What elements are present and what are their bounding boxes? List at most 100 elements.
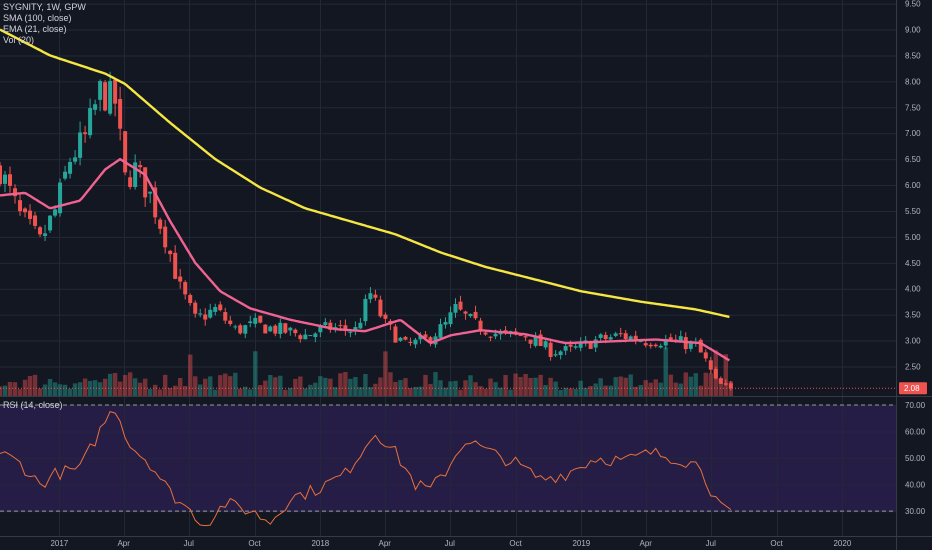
volume-bar: [683, 372, 688, 396]
volume-bar: [2, 385, 8, 396]
price-tick-label: 9.00: [905, 26, 921, 35]
volume-bar: [653, 379, 658, 396]
candle-body: [623, 333, 628, 340]
volume-bar: [408, 388, 413, 396]
candle-body: [573, 346, 578, 348]
candle-body: [278, 322, 283, 334]
candle-body: [678, 336, 683, 341]
volume-bar: [483, 388, 488, 396]
candle-body: [248, 321, 253, 324]
rsi-tick-label: 50.00: [905, 454, 926, 463]
volume-bar: [308, 384, 313, 396]
volume-bar: [318, 376, 323, 396]
candle-body: [553, 354, 558, 356]
candle-body: [8, 174, 13, 186]
candle-body: [468, 313, 473, 317]
candle-body: [108, 80, 113, 114]
volume-bar: [283, 389, 288, 396]
candle-body: [223, 312, 228, 321]
candle-body: [408, 341, 413, 343]
candle-body: [98, 81, 103, 100]
volume-bar: [17, 389, 23, 396]
candle-body: [423, 334, 428, 338]
time-tick-label: Oct: [248, 539, 261, 548]
candle-body: [533, 336, 538, 346]
volume-bar: [52, 382, 58, 396]
legend-vol[interactable]: Vol (20): [3, 35, 35, 45]
volume-bar: [693, 373, 698, 396]
sma-100-line: [0, 28, 730, 319]
legend-sma[interactable]: SMA (100, close): [3, 13, 72, 23]
candle-body: [338, 325, 343, 327]
candle-body: [263, 324, 268, 334]
candle-body: [488, 336, 493, 338]
price-tick-label: 2.50: [905, 362, 921, 371]
candle-body: [268, 326, 273, 332]
volume-bar: [468, 375, 473, 396]
candle-body: [523, 336, 528, 338]
volume-bar: [258, 385, 263, 396]
volume-bar: [473, 382, 478, 396]
candle-body: [53, 209, 58, 216]
candle-body: [463, 311, 468, 314]
volume-bar: [593, 383, 598, 396]
candle-body: [118, 99, 123, 129]
candle-body: [368, 293, 373, 300]
volume-bar: [668, 374, 673, 396]
volume-bar: [663, 347, 668, 396]
candle-body: [313, 333, 318, 338]
volume-bar: [523, 373, 528, 396]
candle-body: [0, 165, 2, 185]
volume-bar: [102, 378, 108, 396]
price-tick-label: 9.50: [905, 0, 921, 9]
candle-body: [718, 378, 723, 384]
volume-bar: [633, 386, 638, 396]
candle-body: [23, 208, 28, 213]
candle-body: [493, 333, 498, 337]
candle-body: [358, 322, 363, 329]
candle-body: [373, 294, 378, 298]
volume-bar: [403, 378, 408, 396]
volume-bar: [77, 382, 83, 396]
time-tick-label: Apr: [117, 539, 130, 548]
volume-bar: [588, 386, 593, 396]
legend-ema[interactable]: EMA (21, close): [3, 24, 67, 34]
candle-body: [618, 333, 623, 335]
candle-body: [578, 341, 583, 348]
volume-bar: [703, 372, 708, 396]
candle-body: [638, 341, 643, 343]
candle-body: [318, 326, 323, 333]
candle-body: [253, 317, 258, 324]
volume-bar: [142, 378, 148, 396]
volume-bar: [453, 380, 458, 396]
volume-bar: [183, 386, 188, 396]
candle-body: [153, 187, 158, 218]
price-tick-label: 7.00: [905, 129, 921, 138]
volume-bar: [603, 385, 608, 396]
candle-body: [708, 360, 713, 370]
price-tick-label: 8.50: [905, 51, 921, 60]
volume-bar: [648, 382, 653, 396]
candle-body: [193, 302, 198, 314]
volume-bar: [218, 375, 223, 396]
volume-bar: [673, 382, 678, 396]
price-tick-label: 8.00: [905, 77, 921, 86]
rsi-panel-title[interactable]: RSI (14, close): [3, 400, 63, 410]
candle-body: [563, 346, 568, 351]
volume-bar: [638, 385, 643, 396]
candle-body: [128, 177, 133, 187]
volume-bar: [423, 374, 428, 396]
volume-bar: [678, 383, 683, 396]
volume-bar: [12, 382, 18, 396]
volume-bar: [67, 388, 73, 396]
price-tick-label: 7.50: [905, 103, 921, 112]
price-tick-label: 3.50: [905, 311, 921, 320]
time-tick-label: 2020: [833, 539, 851, 548]
candle-body: [613, 333, 618, 336]
volume-bar: [568, 388, 573, 396]
candle-body: [138, 165, 143, 168]
volume-bar: [293, 378, 298, 396]
volume-bar: [498, 387, 503, 396]
volume-bar: [167, 387, 173, 396]
